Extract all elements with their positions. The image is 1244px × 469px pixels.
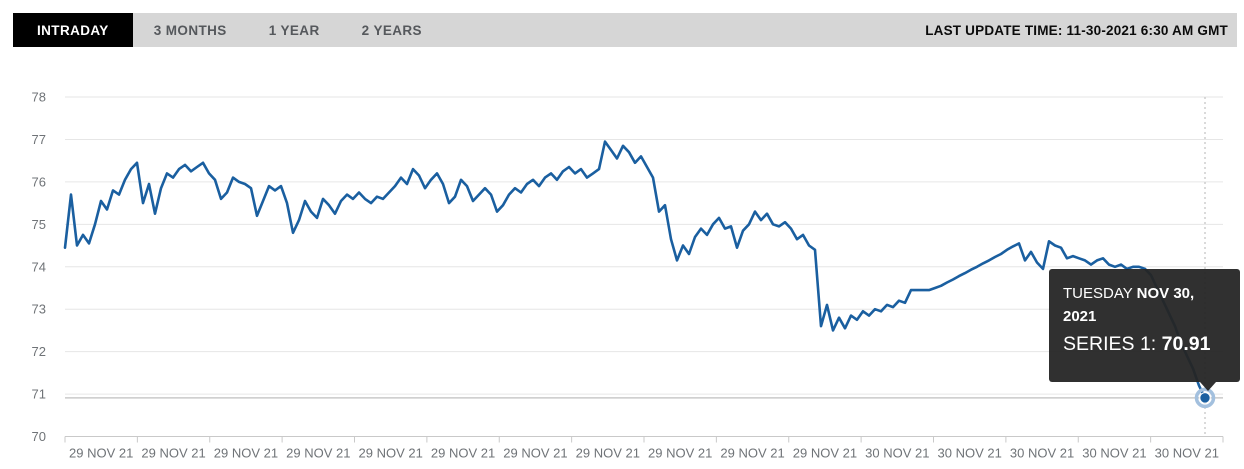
x-axis-label: 29 NOV 21 [69,446,133,461]
x-axis-label: 30 NOV 21 [938,446,1002,461]
x-axis-label: 29 NOV 21 [720,446,784,461]
y-axis-label-76: 76 [32,174,46,189]
y-axis-label-78: 78 [32,90,46,105]
x-axis-label: 29 NOV 21 [793,446,857,461]
tooltip-series-value: SERIES 1: 70.91 [1063,333,1211,355]
x-axis-label: 29 NOV 21 [576,446,640,461]
x-axis-label: 29 NOV 21 [141,446,205,461]
chart-toolbar: INTRADAY 3 MONTHS 1 YEAR 2 YEARS LAST UP… [13,13,1237,47]
y-axis-label-71: 71 [32,387,46,402]
series-line [63,140,1207,400]
y-axis-label-75: 75 [32,217,46,232]
x-axis-label: 29 NOV 21 [503,446,567,461]
x-axis-label: 30 NOV 21 [1010,446,1074,461]
tooltip-date: TUESDAY NOV 30, 2021 [1063,285,1195,325]
y-axis-label-74: 74 [32,259,46,274]
hovered-point-marker[interactable] [1199,392,1211,404]
y-axis-label-70: 70 [32,429,46,444]
x-axis-label: 29 NOV 21 [359,446,423,461]
tab-3-months[interactable]: 3 MONTHS [153,22,227,38]
x-axis-label: 29 NOV 21 [431,446,495,461]
x-axis-label: 29 NOV 21 [214,446,278,461]
tab-1-year[interactable]: 1 YEAR [268,22,320,38]
tab-intraday[interactable]: INTRADAY [13,13,133,47]
y-axis-label-72: 72 [32,344,46,359]
y-axis-label-77: 77 [32,132,46,147]
y-axis-label-73: 73 [32,302,46,317]
x-axis-label: 30 NOV 21 [1155,446,1219,461]
last-update-time: LAST UPDATE TIME: 11-30-2021 6:30 AM GMT [925,22,1228,38]
x-axis-label: 30 NOV 21 [1082,446,1146,461]
x-axis-label: 29 NOV 21 [286,446,350,461]
x-axis-label: 29 NOV 21 [648,446,712,461]
x-axis-label: 30 NOV 21 [865,446,929,461]
chart-tooltip: TUESDAY NOV 30, 2021 SERIES 1: 70.91 [1049,269,1240,391]
tab-2-years[interactable]: 2 YEARS [361,22,422,38]
